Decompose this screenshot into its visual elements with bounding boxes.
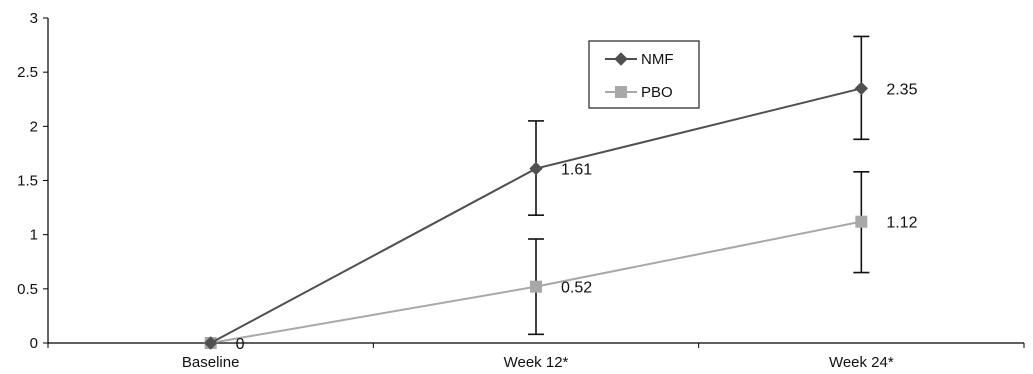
series-pbo: 0 0.52 1.12 [204, 171, 918, 353]
legend: NMF PBO [588, 40, 700, 109]
data-point [529, 161, 543, 176]
y-tick-label: 2 [30, 118, 38, 135]
y-tick-label: 0.5 [17, 281, 38, 298]
legend-label: PBO [641, 84, 673, 101]
data-point [203, 336, 218, 350]
legend-box [588, 40, 700, 109]
data-label: 0.52 [561, 280, 592, 297]
y-axis: 0 0.5 1 1.5 2 2.5 3 [17, 10, 49, 352]
series-layer: 0 0.52 1.12 1.61 2.35 [203, 35, 918, 353]
y-tick-label: 1.5 [17, 173, 38, 190]
y-tick-label: 2.5 [17, 64, 38, 81]
data-label: 1.12 [886, 215, 917, 232]
x-tick-label: Week 12* [504, 354, 569, 371]
y-tick-label: 1 [30, 227, 38, 244]
data-point [855, 215, 868, 228]
y-tick-label: 0 [30, 335, 38, 352]
data-point [530, 280, 542, 293]
data-point [854, 81, 869, 96]
data-label: 0 [236, 336, 245, 353]
data-label: 2.35 [886, 81, 917, 98]
data-point [614, 52, 628, 66]
legend-label: NMF [641, 51, 674, 68]
data-point [615, 86, 627, 98]
series-nmf: 1.61 2.35 [203, 35, 918, 350]
x-axis: Baseline Week 12* Week 24* [47, 342, 1025, 371]
x-tick-label: Baseline [182, 354, 240, 371]
legend-item-nmf: NMF [605, 51, 674, 68]
x-tick-label: Week 24* [829, 354, 894, 371]
legend-item-pbo: PBO [605, 84, 673, 101]
y-tick-label: 3 [30, 10, 38, 27]
data-label: 1.61 [561, 162, 592, 179]
